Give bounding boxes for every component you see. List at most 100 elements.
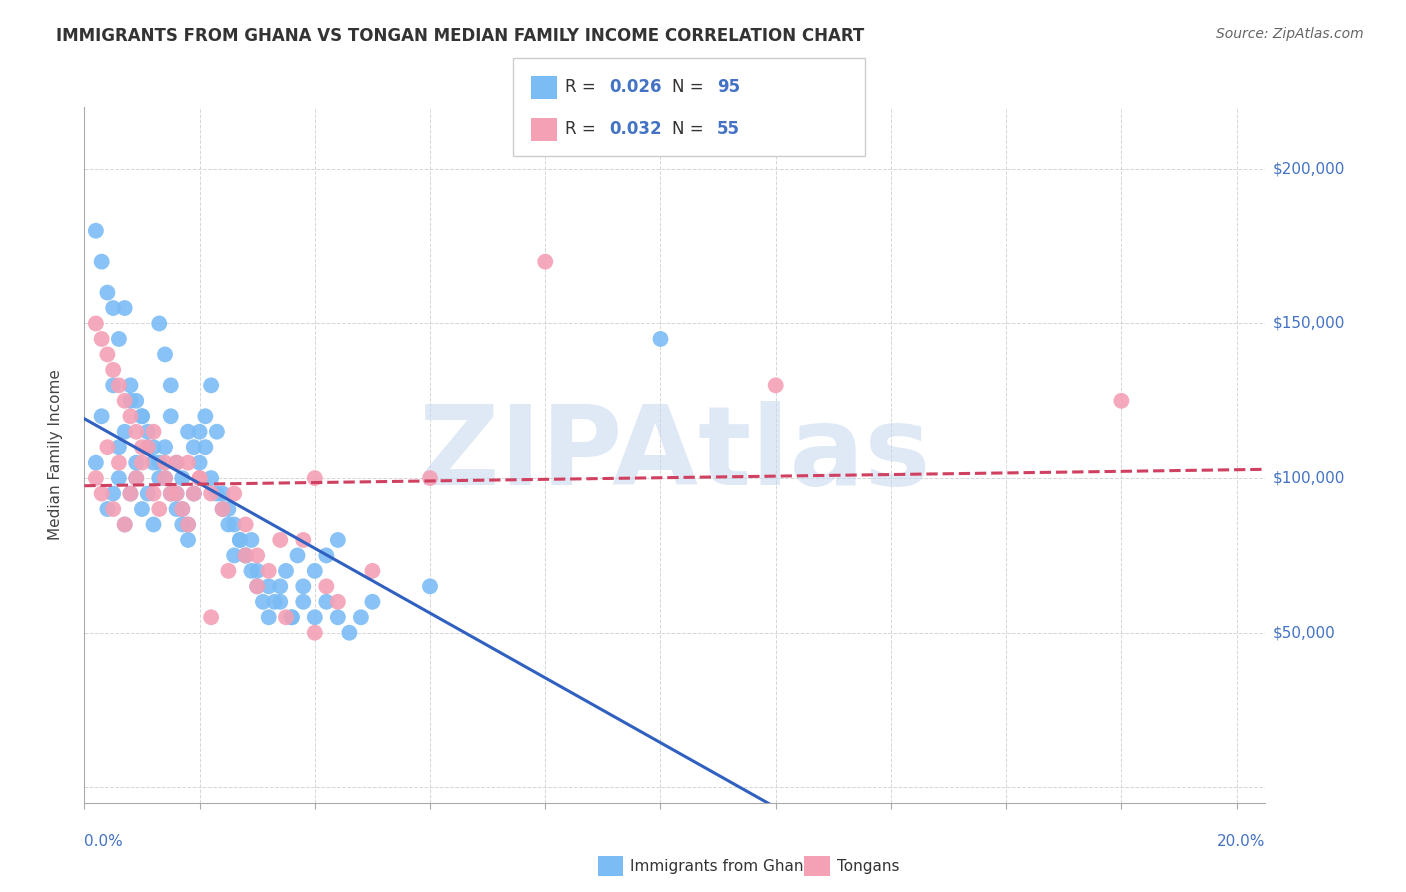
Point xyxy=(229,533,252,547)
Point xyxy=(292,533,315,547)
Point xyxy=(125,393,148,408)
Point xyxy=(90,254,112,268)
Point xyxy=(269,595,291,609)
Point xyxy=(136,440,159,454)
Point xyxy=(166,486,188,500)
Point xyxy=(200,378,222,392)
Point xyxy=(166,456,188,470)
Point xyxy=(166,486,188,500)
Point xyxy=(131,456,153,470)
Point xyxy=(650,332,672,346)
Point xyxy=(246,549,269,563)
Point xyxy=(108,378,131,392)
Point xyxy=(224,517,246,532)
Point xyxy=(125,425,148,439)
Text: N =: N = xyxy=(672,78,709,96)
Point xyxy=(114,425,136,439)
Text: $100,000: $100,000 xyxy=(1272,471,1344,485)
Point xyxy=(326,533,349,547)
Point xyxy=(246,579,269,593)
Point xyxy=(217,564,239,578)
Point xyxy=(90,332,112,346)
Point xyxy=(211,486,233,500)
Point xyxy=(183,440,205,454)
Point xyxy=(326,595,349,609)
Text: Tongans: Tongans xyxy=(837,859,898,873)
Point xyxy=(177,456,200,470)
Point xyxy=(108,471,131,485)
Point xyxy=(1111,393,1133,408)
Point xyxy=(177,533,200,547)
Point xyxy=(125,471,148,485)
Point xyxy=(114,301,136,315)
Point xyxy=(188,471,211,485)
Point xyxy=(90,409,112,424)
Point xyxy=(172,517,194,532)
Point xyxy=(114,517,136,532)
Point xyxy=(281,610,304,624)
Point xyxy=(120,409,142,424)
Point xyxy=(159,378,181,392)
Point xyxy=(246,579,269,593)
Y-axis label: Median Family Income: Median Family Income xyxy=(48,369,63,541)
Point xyxy=(153,347,176,361)
Point xyxy=(183,486,205,500)
Text: $50,000: $50,000 xyxy=(1272,625,1336,640)
Point xyxy=(159,486,181,500)
Text: $150,000: $150,000 xyxy=(1272,316,1344,331)
Point xyxy=(172,502,194,516)
Point xyxy=(101,378,124,392)
Point xyxy=(292,579,315,593)
Point xyxy=(108,456,131,470)
Point xyxy=(534,254,557,268)
Point xyxy=(419,579,441,593)
Point xyxy=(131,409,153,424)
Point xyxy=(183,486,205,500)
Point xyxy=(224,549,246,563)
Point xyxy=(84,471,107,485)
Point xyxy=(200,471,222,485)
Text: ZIPAtlas: ZIPAtlas xyxy=(419,401,931,508)
Point xyxy=(114,393,136,408)
Point xyxy=(361,595,384,609)
Point xyxy=(153,471,176,485)
Text: IMMIGRANTS FROM GHANA VS TONGAN MEDIAN FAMILY INCOME CORRELATION CHART: IMMIGRANTS FROM GHANA VS TONGAN MEDIAN F… xyxy=(56,27,865,45)
Point xyxy=(235,549,257,563)
Point xyxy=(257,564,280,578)
Point xyxy=(315,595,337,609)
Point xyxy=(211,502,233,516)
Point xyxy=(142,517,165,532)
Point xyxy=(90,486,112,500)
Point xyxy=(217,517,239,532)
Text: 0.026: 0.026 xyxy=(609,78,661,96)
Point xyxy=(188,456,211,470)
Point xyxy=(765,378,787,392)
Point xyxy=(159,486,181,500)
Point xyxy=(240,564,263,578)
Text: N =: N = xyxy=(672,120,709,138)
Point xyxy=(148,471,170,485)
Point xyxy=(96,285,118,300)
Point xyxy=(153,456,176,470)
Text: Source: ZipAtlas.com: Source: ZipAtlas.com xyxy=(1216,27,1364,41)
Point xyxy=(131,440,153,454)
Text: 0.032: 0.032 xyxy=(609,120,661,138)
Point xyxy=(200,610,222,624)
Point xyxy=(172,502,194,516)
Point xyxy=(136,486,159,500)
Point xyxy=(361,564,384,578)
Point xyxy=(172,471,194,485)
Point xyxy=(229,533,252,547)
Point xyxy=(292,595,315,609)
Point xyxy=(136,440,159,454)
Point xyxy=(84,317,107,331)
Point xyxy=(252,595,274,609)
Point xyxy=(96,440,118,454)
Point xyxy=(101,486,124,500)
Point xyxy=(84,224,107,238)
Point xyxy=(177,517,200,532)
Text: 20.0%: 20.0% xyxy=(1218,834,1265,849)
Point xyxy=(148,502,170,516)
Text: R =: R = xyxy=(565,120,602,138)
Point xyxy=(101,363,124,377)
